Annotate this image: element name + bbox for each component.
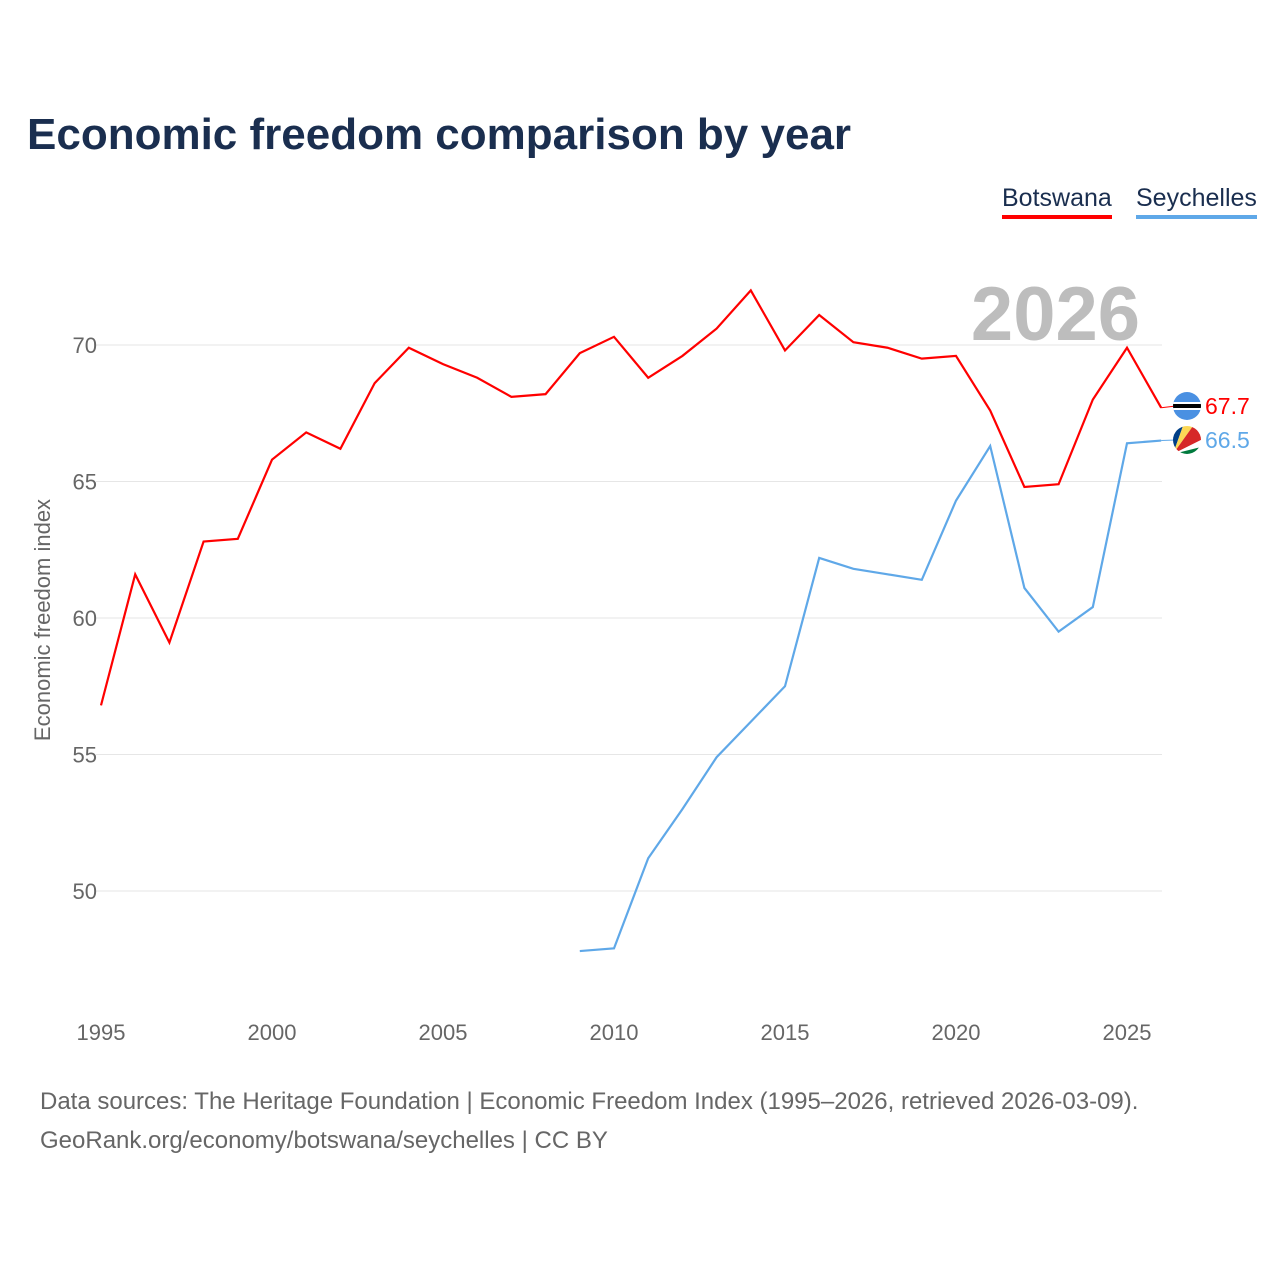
series-line-botswana xyxy=(99,288,1163,706)
footer-url: GeoRank.org/economy/botswana/seychelles … xyxy=(40,1127,608,1154)
flag-botswana-icon xyxy=(1173,392,1201,420)
flag-seychelles-icon xyxy=(1173,426,1201,454)
x-tick-label: 2005 xyxy=(419,1020,468,1045)
series-line-seychelles xyxy=(579,439,1162,953)
x-tick-label: 1995 xyxy=(77,1020,126,1045)
x-tick-label: 2025 xyxy=(1103,1020,1152,1045)
year-watermark: 2026 xyxy=(971,272,1140,357)
footer-sources: Data sources: The Heritage Foundation | … xyxy=(40,1088,1139,1115)
x-tick-label: 2010 xyxy=(590,1020,639,1045)
legend-seychelles[interactable]: Seychelles xyxy=(1136,184,1257,219)
y-axis-label: Economic freedom index xyxy=(30,499,55,741)
legend-botswana[interactable]: Botswana xyxy=(1002,184,1112,219)
y-tick-label: 70 xyxy=(73,333,97,358)
y-tick-label: 55 xyxy=(73,743,97,768)
x-tick-label: 2015 xyxy=(761,1020,810,1045)
y-tick-label: 50 xyxy=(73,879,97,904)
end-value-label-seychelles: 66.5 xyxy=(1205,427,1250,453)
chart-title: Economic freedom comparison by year xyxy=(27,110,852,159)
end-value-label-botswana: 67.7 xyxy=(1205,393,1250,419)
y-tick-label: 65 xyxy=(73,470,97,495)
y-tick-label: 60 xyxy=(73,606,97,631)
x-tick-label: 2020 xyxy=(932,1020,981,1045)
x-tick-label: 2000 xyxy=(248,1020,297,1045)
